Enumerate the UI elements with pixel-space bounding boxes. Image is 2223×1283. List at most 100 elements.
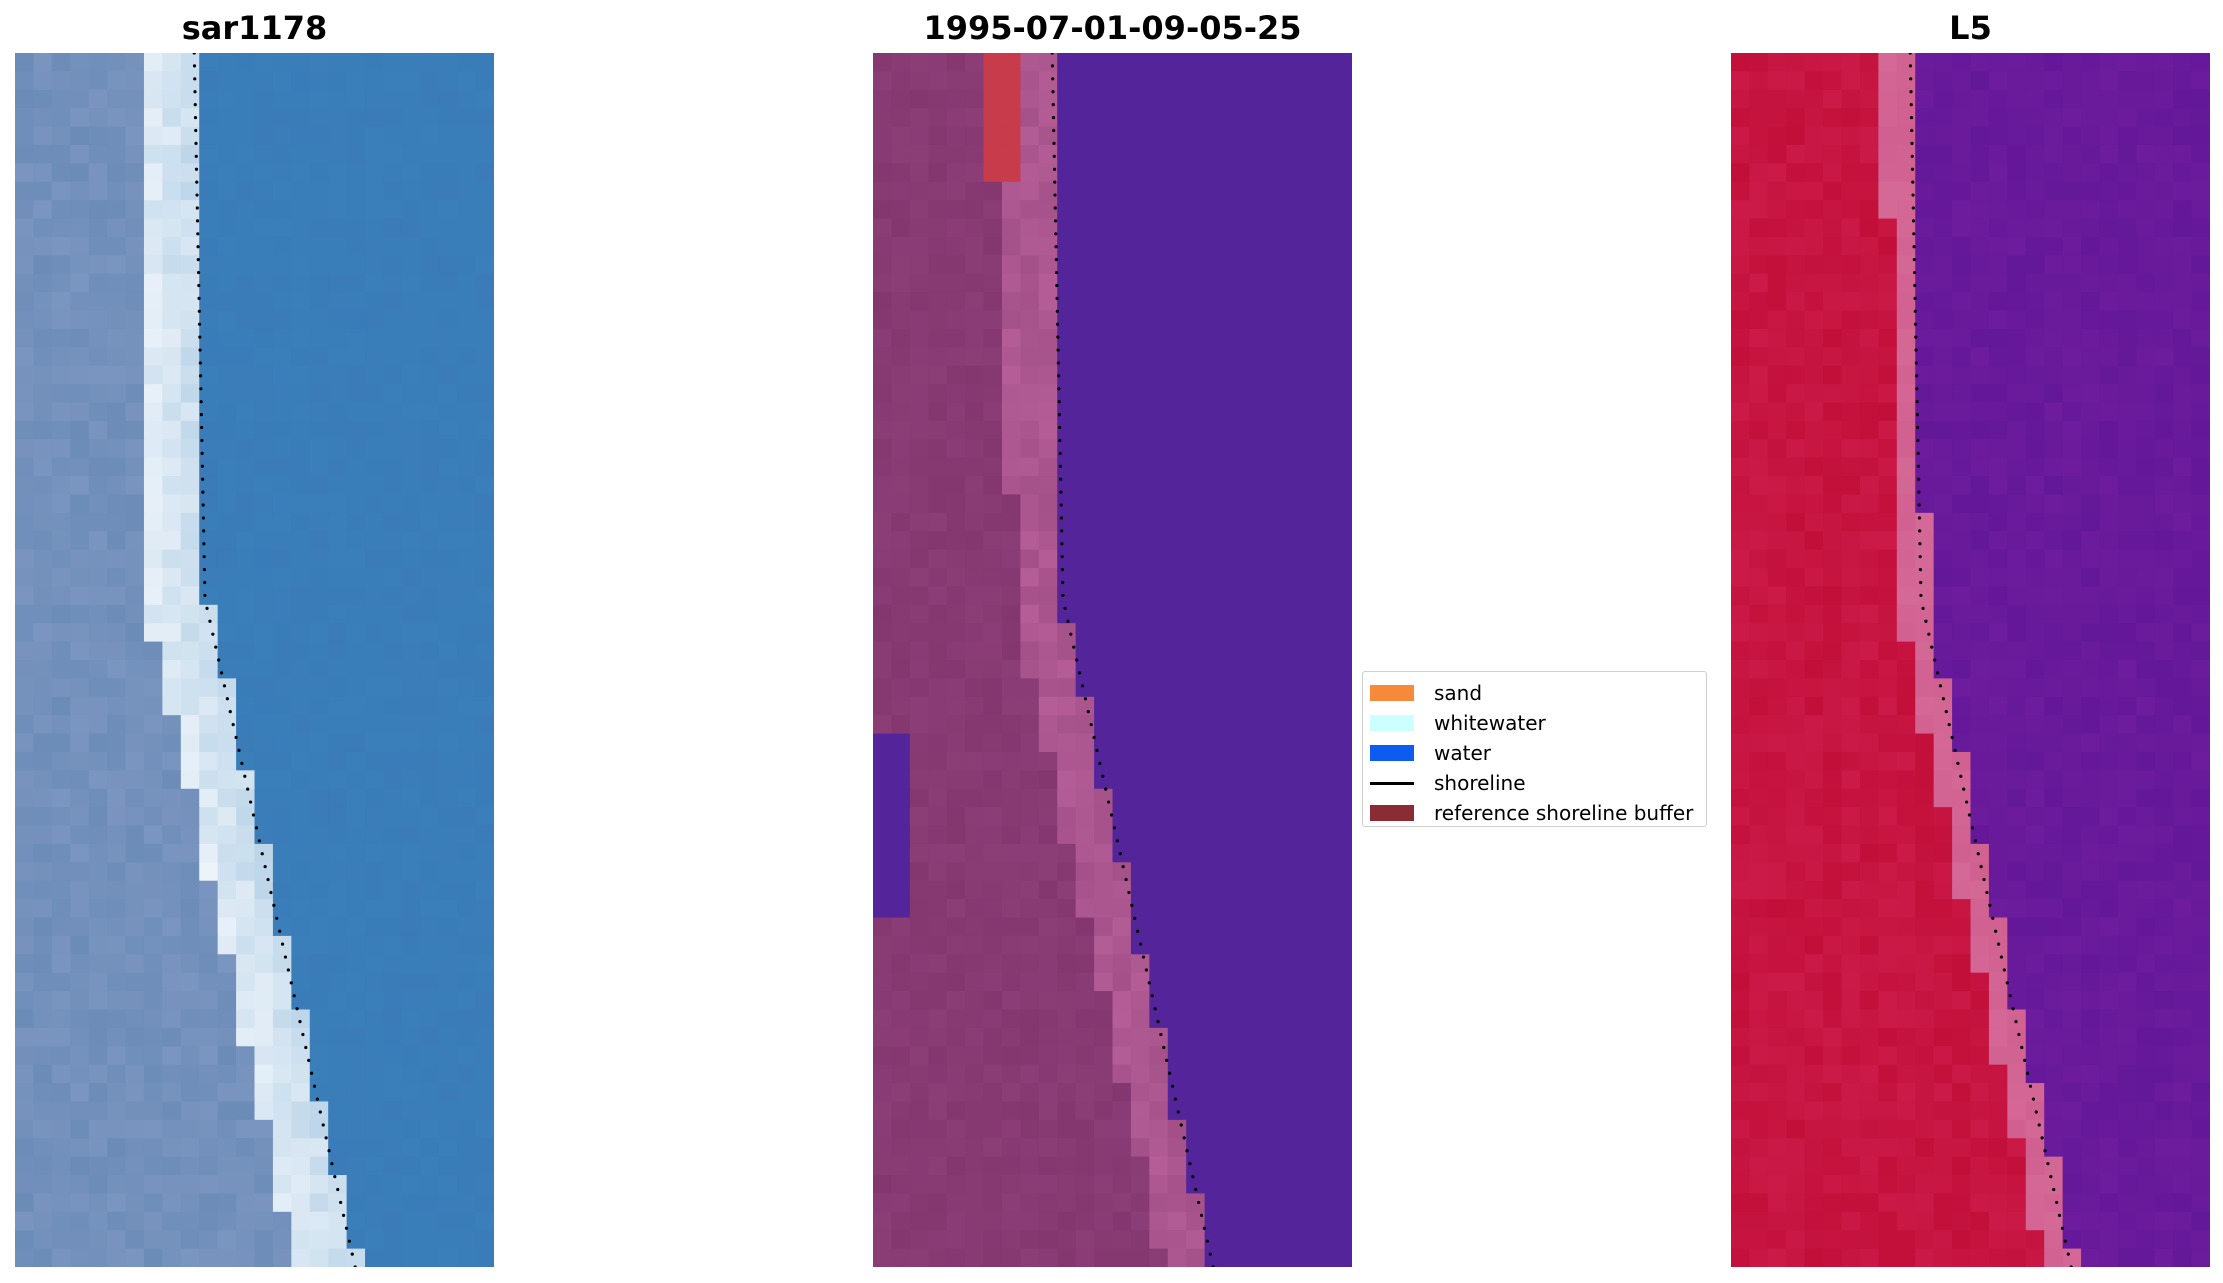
- image-pixel: [438, 1119, 458, 1139]
- image-pixel: [1749, 384, 1769, 404]
- image-pixel: [254, 751, 274, 771]
- image-pixel: [1933, 880, 1953, 900]
- image-pixel: [1823, 236, 1843, 256]
- image-pixel: [2099, 715, 2119, 735]
- image-pixel: [1859, 770, 1879, 790]
- image-pixel: [1841, 365, 1861, 385]
- image-pixel: [1204, 1009, 1224, 1029]
- image-pixel: [1823, 733, 1843, 753]
- image-pixel: [162, 843, 182, 863]
- image-pixel: [254, 1064, 274, 1084]
- image-pixel: [291, 972, 311, 992]
- image-pixel: [2025, 733, 2045, 753]
- image-pixel: [2173, 402, 2193, 422]
- image-pixel: [1001, 163, 1021, 183]
- image-pixel: [1057, 641, 1077, 661]
- image-pixel: [1333, 531, 1352, 551]
- image-pixel: [162, 1083, 182, 1103]
- image-pixel: [1241, 144, 1261, 164]
- image-pixel: [180, 715, 200, 735]
- shoreline-point: [289, 981, 293, 985]
- image-pixel: [88, 1156, 108, 1176]
- image-pixel: [1149, 862, 1169, 882]
- image-pixel: [1094, 200, 1114, 220]
- image-pixel: [1315, 1138, 1335, 1158]
- image-pixel: [1988, 53, 2008, 72]
- image-pixel: [1259, 1138, 1279, 1158]
- image-pixel: [1075, 1083, 1095, 1103]
- image-pixel: [873, 439, 893, 459]
- image-pixel: [1259, 696, 1279, 716]
- image-pixel: [1296, 825, 1316, 845]
- image-pixel: [1296, 678, 1316, 698]
- image-pixel: [199, 420, 219, 440]
- image-pixel: [873, 825, 893, 845]
- shoreline-point: [278, 929, 282, 933]
- image-pixel: [33, 991, 53, 1011]
- image-pixel: [51, 568, 71, 588]
- image-pixel: [1823, 292, 1843, 312]
- image-pixel: [1186, 531, 1206, 551]
- image-pixel: [420, 531, 440, 551]
- image-pixel: [2136, 181, 2156, 201]
- image-pixel: [1896, 365, 1916, 385]
- image-pixel: [475, 144, 494, 164]
- image-pixel: [1786, 494, 1806, 514]
- image-pixel: [438, 696, 458, 716]
- image-pixel: [1094, 1175, 1114, 1195]
- image-pixel: [1149, 144, 1169, 164]
- image-pixel: [983, 200, 1003, 220]
- image-pixel: [88, 310, 108, 330]
- image-pixel: [2099, 200, 2119, 220]
- image-pixel: [1915, 292, 1935, 312]
- shoreline-point: [1057, 374, 1061, 378]
- image-pixel: [2173, 328, 2193, 348]
- image-pixel: [1296, 292, 1316, 312]
- image-pixel: [70, 255, 90, 275]
- image-pixel: [928, 880, 948, 900]
- image-pixel: [383, 954, 403, 974]
- image-pixel: [70, 770, 90, 790]
- image-pixel: [983, 1101, 1003, 1121]
- image-pixel: [1020, 1046, 1040, 1066]
- image-pixel: [1749, 972, 1769, 992]
- image-pixel: [1149, 1156, 1169, 1176]
- image-pixel: [1223, 1027, 1243, 1047]
- image-pixel: [199, 954, 219, 974]
- shoreline-point: [222, 684, 227, 688]
- image-pixel: [1767, 586, 1787, 606]
- image-pixel: [328, 862, 348, 882]
- image-pixel: [1094, 384, 1114, 404]
- image-pixel: [1130, 89, 1150, 109]
- image-pixel: [891, 935, 911, 955]
- image-pixel: [1149, 880, 1169, 900]
- image-pixel: [1896, 457, 1916, 477]
- image-pixel: [1315, 696, 1335, 716]
- image-pixel: [1204, 880, 1224, 900]
- image-pixel: [365, 788, 385, 808]
- image-pixel: [1823, 678, 1843, 698]
- image-pixel: [217, 347, 237, 367]
- image-pixel: [1333, 53, 1352, 72]
- image-pixel: [346, 457, 366, 477]
- image-pixel: [1186, 255, 1206, 275]
- image-pixel: [891, 126, 911, 146]
- image-pixel: [1057, 457, 1077, 477]
- image-pixel: [1204, 862, 1224, 882]
- image-pixel: [946, 1175, 966, 1195]
- image-pixel: [162, 255, 182, 275]
- image-pixel: [401, 825, 421, 845]
- image-pixel: [2025, 163, 2045, 183]
- image-pixel: [1149, 255, 1169, 275]
- image-pixel: [125, 218, 145, 238]
- image-pixel: [365, 292, 385, 312]
- image-pixel: [125, 181, 145, 201]
- image-pixel: [2099, 531, 2119, 551]
- image-pixel: [2007, 255, 2027, 275]
- image-pixel: [1296, 1009, 1316, 1029]
- image-pixel: [1896, 494, 1916, 514]
- image-pixel: [965, 402, 985, 422]
- image-pixel: [1167, 108, 1187, 128]
- image-pixel: [2062, 751, 2082, 771]
- image-pixel: [420, 1119, 440, 1139]
